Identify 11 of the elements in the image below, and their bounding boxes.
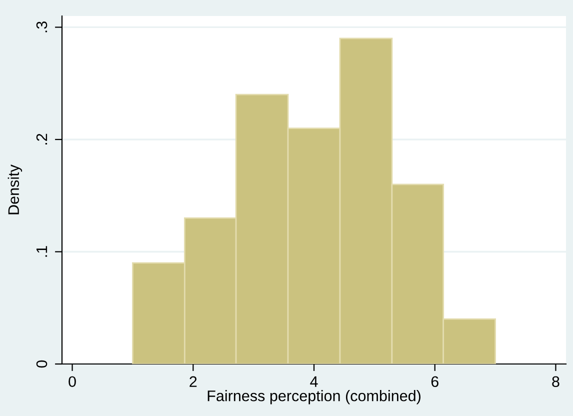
x-tick-label: 4 bbox=[310, 376, 318, 387]
x-tick-label: 6 bbox=[431, 376, 438, 388]
y-axis-title: Density bbox=[8, 164, 22, 214]
x-tick-label: 2 bbox=[190, 376, 197, 387]
x-tick-label: 8 bbox=[552, 376, 560, 388]
y-tick-label: .3 bbox=[36, 22, 48, 32]
x-tick-label: 0 bbox=[68, 376, 76, 388]
y-tick-label: .2 bbox=[36, 134, 48, 144]
y-tick-label: .1 bbox=[36, 246, 48, 257]
y-tick-label: 0 bbox=[36, 360, 48, 368]
x-axis-title: Fairness perception (combined) bbox=[208, 390, 420, 404]
